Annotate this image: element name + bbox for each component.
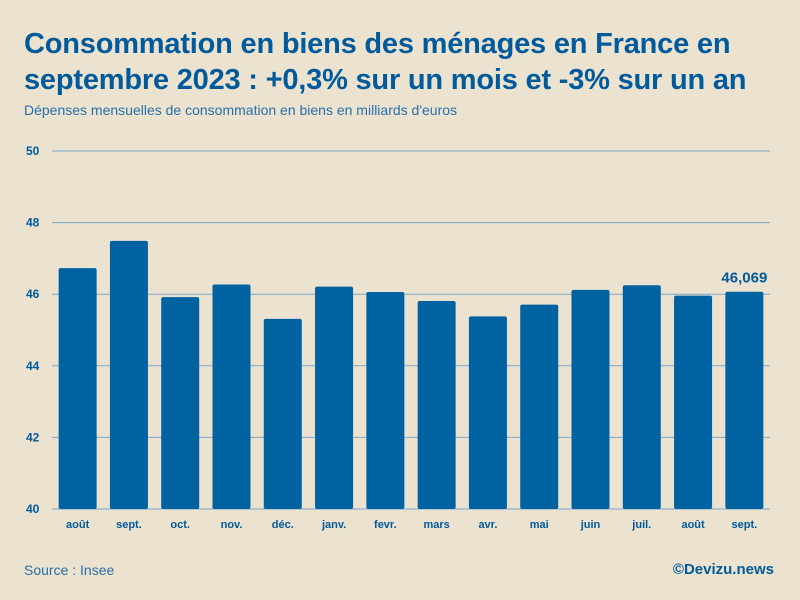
x-tick-label: janv.	[321, 519, 346, 531]
bar	[571, 289, 610, 509]
x-tick-label: août	[66, 519, 90, 531]
x-tick-label: juin	[580, 519, 601, 531]
x-tick-label: sept.	[732, 519, 758, 531]
bar	[263, 318, 302, 509]
bar	[622, 285, 661, 509]
bar	[417, 301, 456, 509]
bar	[468, 316, 507, 509]
y-tick-label: 40	[26, 502, 40, 516]
bar	[674, 295, 713, 509]
credit-link[interactable]: ©Devizu.news	[672, 561, 774, 578]
data-label: 46,069	[721, 270, 767, 287]
bar	[520, 304, 559, 509]
source-note: Source : Insee	[24, 562, 115, 578]
bar	[212, 284, 251, 509]
bar	[161, 297, 200, 509]
bar	[58, 268, 97, 509]
y-tick-label: 46	[26, 287, 40, 301]
bar	[315, 286, 354, 509]
y-tick-label: 44	[26, 359, 40, 373]
x-tick-label: fevr.	[374, 519, 397, 531]
y-tick-label: 50	[26, 144, 40, 158]
bar	[109, 240, 148, 509]
x-tick-label: déc.	[272, 519, 294, 531]
x-tick-label: avr.	[478, 519, 497, 531]
bar	[725, 291, 764, 509]
x-tick-label: oct.	[170, 519, 190, 531]
x-tick-label: mai	[530, 519, 549, 531]
x-tick-label: août	[681, 519, 705, 531]
y-tick-label: 48	[26, 216, 40, 230]
x-tick-label: sept.	[116, 519, 142, 531]
x-tick-label: nov.	[221, 519, 243, 531]
x-tick-label: juil.	[631, 519, 651, 531]
chart-subtitle: Dépenses mensuelles de consommation en b…	[24, 102, 458, 118]
y-tick-label: 42	[26, 430, 40, 444]
chart-title: Consommation en biens des ménages en Fra…	[24, 28, 747, 96]
bar	[366, 292, 405, 509]
x-tick-label: mars	[423, 519, 449, 531]
